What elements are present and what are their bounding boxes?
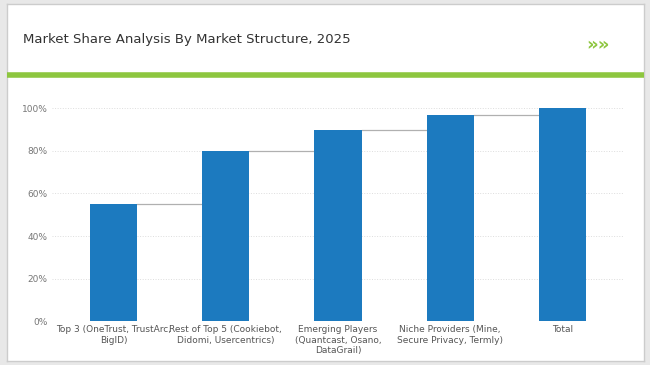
Text: Market Share Analysis By Market Structure, 2025: Market Share Analysis By Market Structur… [23, 33, 350, 46]
Bar [539, 108, 586, 321]
Bar [315, 130, 361, 321]
Text: »»: »» [586, 36, 610, 55]
Bar [90, 204, 137, 321]
Bar [426, 115, 474, 321]
Bar [202, 151, 250, 321]
